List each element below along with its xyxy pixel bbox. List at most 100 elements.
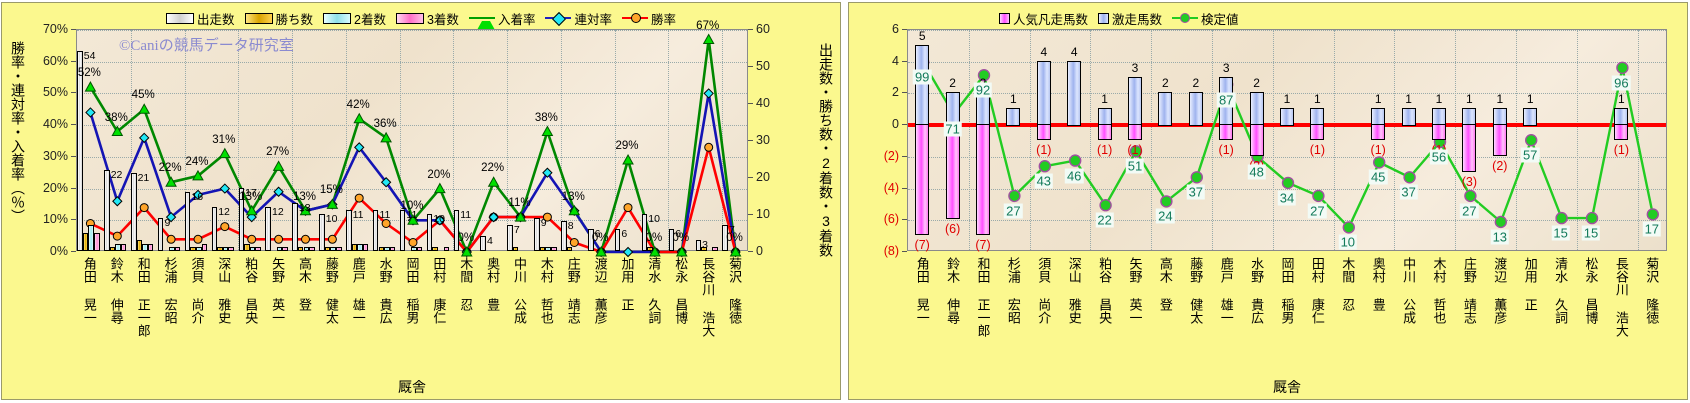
win-rate-point <box>704 142 714 152</box>
bar-second <box>357 243 363 251</box>
bar-value-label: 10 <box>325 213 338 225</box>
bar-unpopular-label: (1) <box>1309 143 1326 157</box>
test-value-point <box>1555 211 1568 225</box>
legend-item-test_value: 検定値 <box>1172 9 1239 28</box>
win-rate-point <box>247 234 257 244</box>
bar-third <box>174 247 181 251</box>
y2-tick-mark <box>748 214 753 215</box>
bar-unpopular-label: (3) <box>1461 174 1478 189</box>
quinella-rate-point <box>488 211 499 223</box>
gridline-h <box>908 93 1666 95</box>
test-value-label: 48 <box>1247 164 1266 180</box>
bar-value-label: 12 <box>272 205 284 218</box>
bar-unpopular <box>1492 124 1507 156</box>
x-axis-label: 木村 哲也 <box>538 257 554 324</box>
bar-third <box>147 243 154 251</box>
test-value-label: 13 <box>1490 229 1510 245</box>
bar-unpopular <box>1371 124 1386 140</box>
bar-run <box>292 202 298 251</box>
y-tick-mark <box>902 219 907 221</box>
gridline-v <box>968 30 970 250</box>
bar-run <box>104 169 110 251</box>
place-rate-value-label: 0% <box>672 232 690 244</box>
x-axis-label: 岡田 稲男 <box>1279 257 1295 324</box>
place-rate-value-label: 38% <box>104 111 128 124</box>
place-rate-value-label: 20% <box>427 168 451 181</box>
x-axis-label: 長谷川 浩大 <box>700 257 716 337</box>
y2-tick-label: 50 <box>756 59 770 73</box>
test-value-point <box>1525 133 1538 147</box>
x-axis-label: 清水 久詞 <box>646 257 662 324</box>
y-tick-mark <box>902 92 907 94</box>
bar-surge-label: 1 <box>1526 92 1534 107</box>
bar-unpopular-label: (1) <box>1370 143 1386 157</box>
bar-third <box>443 247 450 251</box>
y2-tick-label: 40 <box>756 96 770 110</box>
y-tick-label: 10% <box>42 212 68 227</box>
bar-second <box>142 243 148 251</box>
gridline-v <box>1272 30 1274 250</box>
quinella_rate-legend-label: 連対率 <box>574 12 612 27</box>
bar-run <box>668 228 675 251</box>
bar-surge-label: 2 <box>1162 76 1169 91</box>
x-axis-label: 奥村 豊 <box>1370 257 1386 311</box>
bar-win <box>297 247 304 251</box>
quinella-rate-point <box>703 88 714 99</box>
bar-run <box>507 225 513 251</box>
bar-unpopular <box>1614 124 1629 140</box>
test-value-point <box>1373 156 1386 169</box>
place-rate-value-label: 38% <box>534 111 558 124</box>
y-tick-label: (6) <box>883 212 899 227</box>
y-tick-mark <box>902 251 907 252</box>
bar-surge <box>915 44 930 127</box>
win-rate-point <box>327 234 337 244</box>
gridline-v <box>453 30 455 250</box>
bar-second <box>303 247 310 251</box>
place-rate-value-label: 11% <box>508 197 531 210</box>
test-value-point <box>1312 189 1325 203</box>
bar-surge-label: 1 <box>1314 92 1321 107</box>
quinella_rate-line-swatch-icon <box>545 11 572 27</box>
win-rate-point <box>381 219 391 228</box>
test-value-point <box>1342 221 1355 234</box>
y-tick-label: 30% <box>42 148 68 163</box>
y-tick-label: 20% <box>42 180 68 195</box>
run-legend-label: 出走数 <box>197 12 235 27</box>
x-axis-label: 深山 雅史 <box>216 257 232 324</box>
x-axis-label: 松永 昌博 <box>1583 257 1599 324</box>
test-value-label: 27 <box>1308 203 1327 219</box>
x-axis-label: 角田 晃一 <box>81 257 97 324</box>
x-axis-label: 水野 貴広 <box>1249 257 1265 324</box>
place-rate-point <box>675 245 688 257</box>
x-axis-label: 庄野 靖志 <box>1461 257 1477 324</box>
bar-surge-label: 2 <box>1253 76 1260 91</box>
x-axis-label: 奥村 豊 <box>485 257 501 311</box>
test-value-label: 17 <box>1642 221 1662 237</box>
y-tick-mark <box>902 155 907 157</box>
place-rate-value-label: 0% <box>645 232 663 244</box>
x-axis-label: 田村 康仁 <box>1309 257 1325 324</box>
bar-surge <box>1006 108 1021 127</box>
bar-surge-label: 3 <box>1131 60 1139 75</box>
place-rate-point <box>649 245 661 257</box>
bar-surge-label: 1 <box>1010 92 1017 107</box>
y2-tick-mark <box>748 251 753 252</box>
right-x-axis-title: 厩舎 <box>1273 379 1301 395</box>
bar-second <box>330 247 336 251</box>
bar-run <box>695 239 702 251</box>
legend-item-win: 勝ち数 <box>244 9 313 28</box>
bar-value-label: 6 <box>675 227 682 240</box>
quinella-rate-point <box>622 246 634 258</box>
place-rate-point <box>514 211 527 222</box>
bar-surge-label: 1 <box>1283 92 1291 107</box>
gridline-v <box>345 30 347 250</box>
place-rate-point <box>434 182 446 194</box>
place-rate-value-label: 45% <box>131 89 155 102</box>
bar-run <box>372 210 379 251</box>
place-rate-point <box>407 214 419 225</box>
bar-surge <box>1067 60 1082 127</box>
gridline-v <box>399 30 401 250</box>
place-rate-value-label: 13% <box>292 190 317 203</box>
test-value-label: 27 <box>1460 203 1479 219</box>
test-value-point <box>1068 154 1082 167</box>
